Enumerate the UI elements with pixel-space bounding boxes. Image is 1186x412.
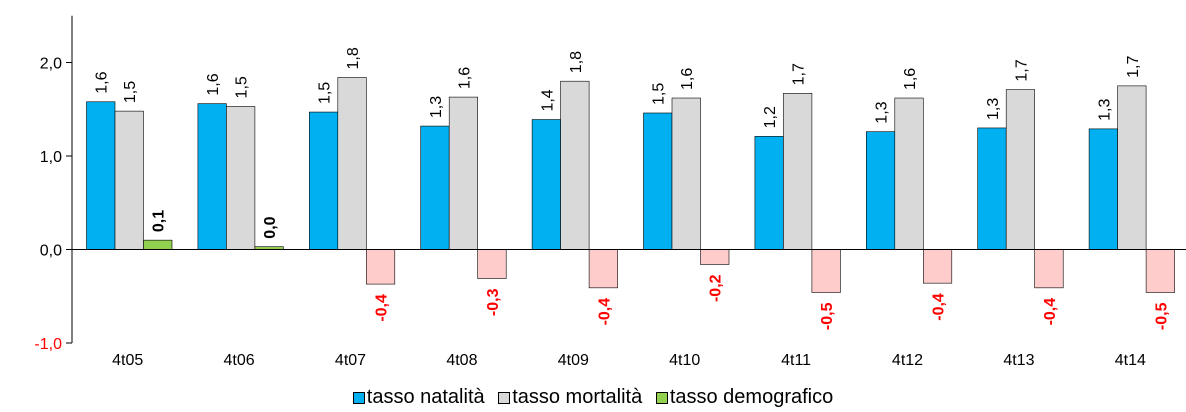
data-label-2-2: -0,4 bbox=[374, 294, 391, 322]
bar-2-6 bbox=[811, 249, 841, 293]
x-tick-label: 4t14 bbox=[1115, 352, 1146, 369]
legend-label-mortalita: tasso mortalità bbox=[512, 386, 643, 408]
bar-2-7 bbox=[922, 249, 953, 284]
data-label-0-3: 1,3 bbox=[428, 96, 445, 118]
data-label-0-6: 1,2 bbox=[762, 106, 779, 128]
y-tick-label: 0,0 bbox=[40, 243, 62, 260]
data-label-1-8: 1,7 bbox=[1013, 59, 1030, 81]
bar-2-8 bbox=[1034, 249, 1064, 289]
bar-1-8 bbox=[1005, 89, 1036, 250]
data-label-0-5: 1,5 bbox=[651, 83, 668, 105]
data-label-0-4: 1,4 bbox=[539, 89, 556, 111]
data-label-0-9: 1,3 bbox=[1096, 99, 1113, 121]
data-label-2-1: 0,0 bbox=[262, 216, 279, 238]
y-tick-label: 1,0 bbox=[40, 149, 62, 166]
bar-1-0 bbox=[114, 110, 144, 250]
bar-2-5 bbox=[700, 249, 730, 265]
x-tick-label: 4t05 bbox=[112, 352, 143, 369]
bar-1-5 bbox=[671, 97, 701, 250]
bar-0-5 bbox=[643, 112, 673, 250]
data-labels: 1,6 1,6 1,5 1,3 1,4 1,5 1,2 1,3 1,3 1,3 1,5 1,5 1,8 1… bbox=[94, 47, 1171, 330]
bar-0-8 bbox=[977, 127, 1007, 250]
bar-0-0 bbox=[86, 101, 116, 250]
x-tick-label: 4t08 bbox=[446, 352, 477, 369]
legend-swatch-natalita bbox=[352, 391, 365, 404]
data-label-1-1: 1,5 bbox=[234, 76, 251, 98]
data-label-0-2: 1,5 bbox=[317, 82, 334, 104]
data-label-2-3: -0,3 bbox=[485, 288, 502, 316]
data-label-0-1: 1,6 bbox=[205, 73, 222, 95]
bar-0-4 bbox=[531, 119, 561, 250]
data-label-0-8: 1,3 bbox=[985, 98, 1002, 120]
data-label-1-4: 1,8 bbox=[568, 51, 585, 73]
bar-1-7 bbox=[894, 97, 924, 250]
bar-chart: 2,01,00,0-1,0 1,6 1,6 1,51,3 1,4 1,51,2 1,3 1,… bbox=[34, 15, 1186, 369]
legend-swatch-mortalita bbox=[498, 391, 511, 404]
x-tick-label: 4t11 bbox=[781, 352, 811, 369]
data-label-2-6: -0,5 bbox=[819, 302, 836, 330]
y-tick-label: -1,0 bbox=[34, 336, 62, 353]
x-tick-label: 4t10 bbox=[669, 352, 700, 369]
y-tick-label: 2,0 bbox=[40, 56, 62, 73]
data-label-0-0: 1,6 bbox=[94, 71, 111, 93]
legend-item-natalita: tasso natalità bbox=[352, 386, 485, 409]
x-axis: 4t05 4t06 4t07 4t08 4t09 4t10 4t11 4t12 4t13 4t14 bbox=[72, 249, 1186, 369]
bar-0-2 bbox=[308, 111, 339, 250]
bar-0-6 bbox=[754, 136, 784, 250]
data-label-1-6: 1,7 bbox=[791, 63, 808, 85]
bar-1-3 bbox=[448, 96, 479, 250]
y-axis: 2,0 1,0 0,0 -1,0 bbox=[34, 15, 73, 353]
bar-1-4 bbox=[560, 80, 590, 250]
data-label-2-7: -0,4 bbox=[931, 293, 948, 321]
bar-1-2 bbox=[337, 77, 367, 250]
bar-1-9 bbox=[1117, 85, 1147, 250]
bar-2-3 bbox=[477, 249, 507, 279]
legend-item-mortalita: tasso mortalità bbox=[498, 386, 642, 409]
data-label-1-7: 1,6 bbox=[902, 68, 919, 90]
legend: tasso natalità tasso mortalità tasso dem… bbox=[0, 386, 1186, 410]
data-label-1-0: 1,5 bbox=[122, 81, 139, 103]
bar-2-0 bbox=[143, 239, 173, 250]
data-label-1-3: 1,6 bbox=[456, 67, 473, 89]
data-label-2-8: -0,4 bbox=[1042, 298, 1059, 326]
data-label-1-5: 1,6 bbox=[679, 68, 696, 90]
data-label-0-7: 1,3 bbox=[874, 101, 891, 123]
legend-item-demografico: tasso demografico bbox=[655, 386, 834, 409]
x-tick-label: 4t12 bbox=[892, 352, 923, 369]
bar-0-9 bbox=[1088, 128, 1118, 250]
x-tick-label: 4t06 bbox=[224, 352, 255, 369]
bar-0-3 bbox=[420, 125, 450, 250]
bar-1-6 bbox=[783, 93, 813, 250]
legend-label-natalita: tasso natalità bbox=[366, 386, 485, 408]
data-label-1-2: 1,8 bbox=[345, 47, 362, 69]
data-label-2-5: -0,2 bbox=[708, 274, 725, 302]
legend-swatch-demografico bbox=[655, 391, 668, 404]
data-label-2-9: -0,5 bbox=[1153, 302, 1170, 330]
bar-2-4 bbox=[588, 249, 618, 289]
data-label-2-4: -0,4 bbox=[596, 298, 613, 326]
bars bbox=[86, 77, 1175, 293]
bar-0-7 bbox=[865, 131, 896, 250]
bar-2-9 bbox=[1145, 249, 1175, 293]
legend-label-demografico: tasso demografico bbox=[669, 386, 834, 408]
x-tick-label: 4t13 bbox=[1003, 352, 1034, 369]
bar-0-1 bbox=[197, 103, 227, 250]
x-tick-label: 4t07 bbox=[335, 352, 366, 369]
bar-1-1 bbox=[226, 106, 256, 250]
bar-2-2 bbox=[365, 249, 396, 285]
data-label-2-0: 0,1 bbox=[151, 210, 168, 232]
x-tick-label: 4t09 bbox=[558, 352, 589, 369]
data-label-1-9: 1,7 bbox=[1125, 56, 1142, 78]
